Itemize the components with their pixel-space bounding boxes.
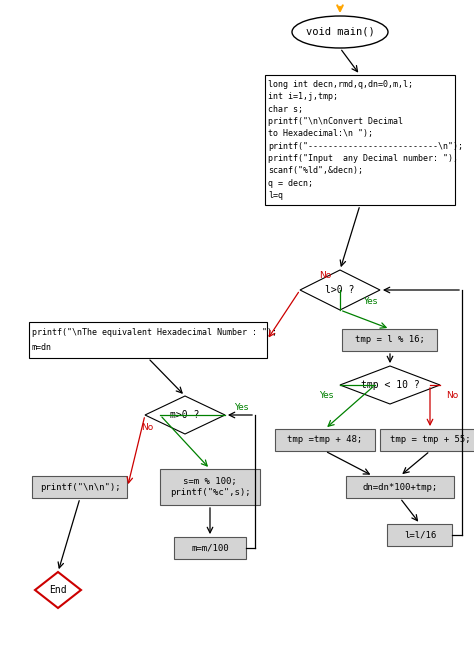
Text: l=l/16: l=l/16: [404, 530, 436, 539]
Bar: [346, 476, 454, 498]
Polygon shape: [300, 270, 380, 310]
Text: scanf("%ld",&decn);: scanf("%ld",&decn);: [268, 166, 363, 175]
Text: printf("\n\n");: printf("\n\n");: [40, 482, 120, 491]
Bar: [275, 429, 375, 451]
Text: l=q: l=q: [268, 191, 283, 200]
Ellipse shape: [292, 16, 388, 48]
Text: tmp =tmp + 48;: tmp =tmp + 48;: [287, 436, 363, 445]
Polygon shape: [35, 572, 81, 608]
Text: tmp < 10 ?: tmp < 10 ?: [361, 380, 419, 390]
Bar: [380, 429, 474, 451]
Bar: [29, 322, 267, 358]
Text: printf("Input  any Decimal number: ");: printf("Input any Decimal number: ");: [268, 154, 458, 163]
Bar: [265, 75, 455, 205]
Text: printf("--------------------------\n");: printf("--------------------------\n");: [268, 142, 463, 150]
Bar: [160, 469, 260, 505]
Bar: [174, 537, 246, 559]
Text: End: End: [49, 585, 67, 595]
Bar: [33, 476, 128, 498]
Text: Yes: Yes: [363, 298, 377, 307]
Text: printf("\nThe equivalent Hexadecimal Number : ");: printf("\nThe equivalent Hexadecimal Num…: [32, 328, 277, 337]
Text: No: No: [446, 390, 458, 399]
Text: s=m % 100;
printf("%c",s);: s=m % 100; printf("%c",s);: [170, 477, 250, 497]
Text: q = decn;: q = decn;: [268, 179, 313, 188]
Bar: [343, 329, 438, 351]
Text: long int decn,rmd,q,dn=0,m,l;: long int decn,rmd,q,dn=0,m,l;: [268, 79, 413, 89]
Text: tmp = l % 16;: tmp = l % 16;: [355, 336, 425, 344]
Text: No: No: [141, 422, 153, 432]
Text: Yes: Yes: [319, 390, 333, 399]
Text: printf("\n\nConvert Decimal: printf("\n\nConvert Decimal: [268, 117, 403, 126]
Text: l>0 ?: l>0 ?: [325, 285, 355, 295]
Bar: [388, 524, 453, 546]
Text: to Hexadecimal:\n ");: to Hexadecimal:\n ");: [268, 129, 373, 139]
Polygon shape: [145, 396, 225, 434]
Polygon shape: [340, 366, 440, 404]
Text: int i=1,j,tmp;: int i=1,j,tmp;: [268, 92, 338, 101]
Text: char s;: char s;: [268, 104, 303, 114]
Text: dn=dn*100+tmp;: dn=dn*100+tmp;: [363, 482, 438, 491]
Text: No: No: [319, 271, 331, 279]
Text: void main(): void main(): [306, 27, 374, 37]
Text: tmp = tmp + 55;: tmp = tmp + 55;: [390, 436, 470, 445]
Text: Yes: Yes: [234, 403, 248, 411]
Text: m=m/100: m=m/100: [191, 543, 229, 553]
Text: m=dn: m=dn: [32, 343, 52, 351]
Text: m>0 ?: m>0 ?: [170, 410, 200, 420]
